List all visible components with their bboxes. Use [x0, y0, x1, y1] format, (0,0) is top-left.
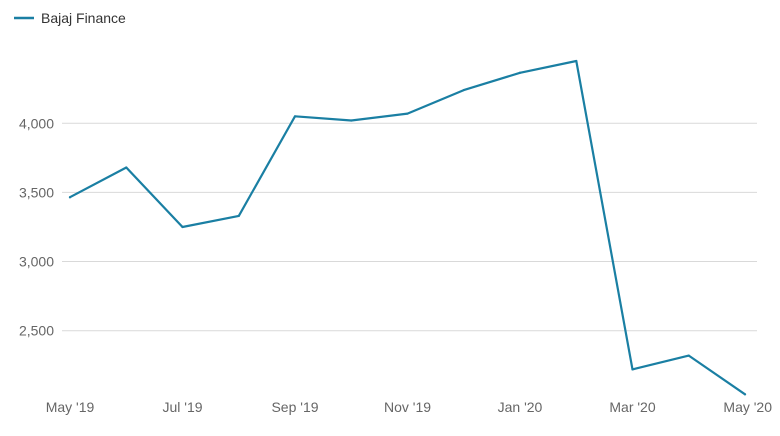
- data-point: [181, 225, 184, 229]
- x-tick-label: Mar '20: [609, 399, 655, 415]
- data-point: [125, 166, 128, 169]
- legend: Bajaj Finance: [14, 10, 126, 26]
- x-tick-label: Nov '19: [384, 399, 431, 415]
- x-axis: May '19 Jul '19 Sep '19 Nov '19 Jan '20 Mar '…: [46, 399, 773, 415]
- y-axis: 2,500 3,000 3,500 4,000: [19, 115, 54, 338]
- data-point: [462, 88, 465, 92]
- y-tick-label: 3,500: [19, 184, 54, 200]
- series-area: [68, 59, 747, 396]
- y-gridlines: [62, 122, 757, 332]
- series-line-bajaj-finance: [68, 59, 747, 396]
- x-tick-label: Sep '19: [271, 399, 318, 415]
- y-tick-label: 3,000: [19, 254, 54, 270]
- y-tick-label: 2,500: [19, 323, 54, 339]
- x-tick-label: Jul '19: [162, 399, 202, 415]
- data-point: [350, 119, 353, 122]
- y-tick-label: 4,000: [19, 115, 54, 131]
- data-point: [631, 368, 634, 371]
- x-tick-label: May '19: [46, 399, 95, 415]
- data-point: [68, 196, 72, 199]
- data-point: [518, 71, 522, 74]
- x-tick-label: May '20: [723, 399, 772, 415]
- data-point: [687, 354, 690, 357]
- data-point: [406, 112, 409, 115]
- x-tick-label: Jan '20: [498, 399, 543, 415]
- data-point: [575, 59, 578, 63]
- data-point: [293, 115, 297, 118]
- data-point: [237, 214, 240, 218]
- data-point: [743, 393, 747, 396]
- legend-label: Bajaj Finance: [41, 10, 126, 26]
